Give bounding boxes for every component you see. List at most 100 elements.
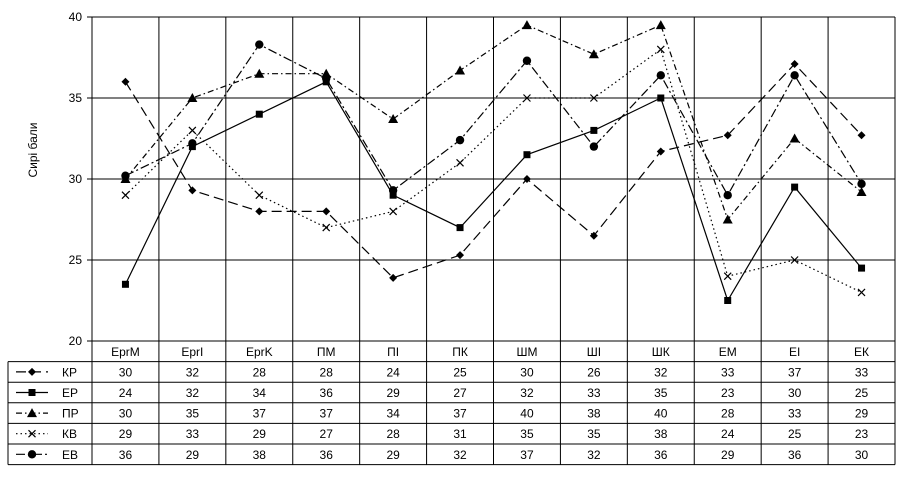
table-cell: 32: [654, 365, 668, 379]
point-marker: [722, 214, 733, 224]
table-cell: 24: [721, 427, 735, 441]
point-marker: [522, 56, 532, 65]
point-marker: [657, 94, 665, 102]
x-tick-label: EprM: [111, 345, 140, 359]
legend-key-КР: [16, 367, 48, 376]
table-cell: 37: [253, 407, 267, 421]
point-marker: [723, 131, 732, 140]
table-cell: 30: [788, 386, 802, 400]
table-cell: 35: [587, 427, 601, 441]
table-cell: 23: [721, 386, 735, 400]
series-line: [124, 24, 862, 221]
table-cell: 32: [587, 448, 601, 462]
table-cell: 37: [320, 407, 334, 421]
series-line: [124, 81, 863, 302]
point-marker: [28, 389, 36, 396]
legend-label: КВ: [62, 427, 77, 441]
table-cell: 40: [520, 407, 534, 421]
legend-key-КВ: [16, 429, 48, 438]
table-cell: 33: [186, 427, 200, 441]
table-cell: 28: [253, 365, 267, 379]
point-marker: [255, 191, 264, 200]
point-marker: [790, 256, 799, 264]
point-marker: [322, 223, 331, 232]
series-line: [124, 63, 862, 279]
x-tick-label: ЕМ: [719, 345, 737, 359]
point-marker: [522, 175, 531, 183]
point-marker: [322, 74, 331, 83]
legend-key-ЕР: [16, 389, 48, 396]
table-cell: 28: [320, 365, 334, 379]
table-cell: 29: [721, 448, 735, 462]
x-tick-label: ШК: [652, 345, 670, 359]
table-cell: 34: [386, 407, 400, 421]
legend-label: ПР: [62, 407, 79, 421]
table-cell: 26: [587, 365, 601, 379]
legend-label: ЕР: [62, 386, 78, 400]
table-cell: 37: [520, 448, 534, 462]
table-cell: 27: [320, 427, 334, 441]
point-marker: [589, 94, 598, 102]
x-tick-label: ПІ: [387, 345, 399, 359]
table-cell: 37: [788, 365, 802, 379]
table-cell: 34: [253, 386, 267, 400]
point-marker: [27, 408, 37, 418]
point-marker: [389, 273, 398, 282]
point-marker: [523, 94, 531, 102]
point-marker: [27, 450, 37, 459]
table-cell: 36: [119, 448, 133, 462]
point-marker: [121, 77, 130, 86]
point-marker: [589, 142, 599, 151]
table-cell: 35: [654, 386, 668, 400]
legend-key-ЕВ: [16, 450, 48, 459]
point-marker: [255, 110, 263, 118]
y-tick-label: 25: [69, 253, 83, 267]
x-tick-label: EprK: [246, 345, 273, 359]
x-tick-label: ПМ: [317, 345, 336, 359]
series-line: [125, 43, 863, 197]
table-cell: 25: [855, 386, 869, 400]
table-cell: 24: [119, 386, 133, 400]
point-marker: [791, 183, 799, 191]
y-tick-label: 35: [69, 91, 83, 105]
series-КВ: [121, 45, 866, 297]
point-marker: [723, 191, 732, 200]
point-marker: [121, 191, 130, 200]
point-marker: [121, 280, 129, 288]
point-marker: [656, 71, 665, 80]
table-cell: 40: [654, 407, 668, 421]
point-marker: [455, 135, 465, 145]
point-marker: [187, 93, 198, 102]
table-cell: 30: [855, 448, 869, 462]
point-marker: [723, 272, 732, 281]
point-marker: [588, 49, 599, 59]
point-marker: [790, 59, 799, 68]
point-marker: [389, 207, 398, 216]
series-ЕВ: [121, 40, 866, 200]
point-marker: [28, 429, 36, 438]
point-marker: [521, 20, 532, 30]
table-cell: 38: [587, 407, 601, 421]
y-axis: 20 25 30 35 40: [69, 10, 83, 348]
table-cell: 29: [186, 448, 200, 462]
table-cell: 29: [253, 427, 267, 441]
table-cell: 29: [119, 427, 133, 441]
table-cell: 36: [320, 386, 334, 400]
series-КР: [121, 59, 866, 282]
table-cell: 30: [119, 365, 133, 379]
table-cell: 28: [386, 427, 400, 441]
point-marker: [456, 158, 464, 167]
point-marker: [389, 191, 397, 199]
table-cell: 37: [453, 407, 467, 421]
table-cell: 25: [788, 427, 802, 441]
table-cell: 36: [320, 448, 334, 462]
series-ПР: [120, 20, 867, 224]
point-marker: [456, 251, 465, 260]
point-marker: [790, 71, 799, 80]
point-marker: [254, 68, 265, 78]
table-cell: 30: [520, 365, 534, 379]
point-marker: [789, 133, 800, 143]
point-marker: [388, 114, 399, 124]
point-marker: [656, 45, 665, 54]
table-cell: 35: [186, 407, 200, 421]
